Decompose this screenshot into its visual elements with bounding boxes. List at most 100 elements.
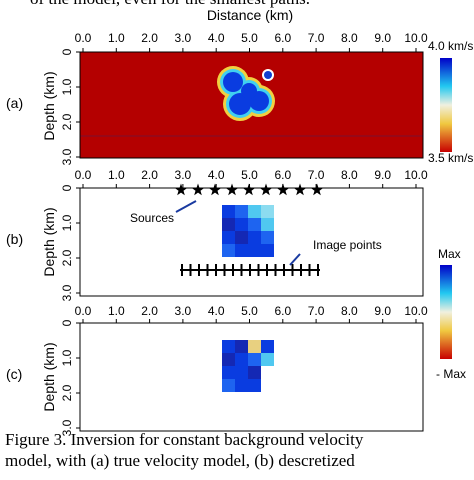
x-tick-label: 8.0 [341, 31, 358, 45]
cell [222, 205, 235, 218]
caption: model, with (a) true velocity model, (b)… [5, 451, 355, 470]
y-tick-label: 1.0 [60, 349, 74, 366]
x-tick-label: 3.0 [175, 168, 192, 182]
cell [248, 218, 261, 231]
y-tick-label: 2.0 [60, 384, 74, 401]
cell [248, 379, 261, 392]
y-label: Depth (km) [41, 342, 57, 411]
pointer [175, 200, 197, 213]
cell [261, 353, 274, 366]
y-tick-label: 0 [60, 48, 74, 55]
cell [235, 353, 248, 366]
x-tick-label: 8.0 [341, 304, 358, 318]
cell [248, 366, 261, 379]
y-tick-label: 3.0 [60, 148, 74, 165]
blob [264, 71, 272, 79]
x-label: Distance (km) [207, 7, 293, 23]
star [242, 183, 256, 196]
colorbar [440, 265, 452, 359]
blob [223, 72, 243, 92]
cell [222, 231, 235, 244]
star [293, 183, 307, 196]
panel-label: (a) [6, 95, 23, 111]
y-tick-label: 1.0 [60, 78, 74, 95]
frame [79, 51, 424, 159]
cell [261, 340, 274, 353]
x-tick-label: 0.0 [75, 31, 92, 45]
x-tick-label: 1.0 [108, 31, 125, 45]
cell [235, 231, 248, 244]
cell [261, 244, 274, 257]
cell [222, 379, 235, 392]
annotation: Sources [130, 211, 174, 225]
blob [241, 83, 257, 99]
cell [222, 244, 235, 257]
x-tick-label: 4.0 [208, 31, 225, 45]
heatmap [222, 340, 274, 392]
cell [248, 244, 261, 257]
y-tick-label: 3.0 [60, 419, 74, 436]
x-tick-label: 0.0 [75, 304, 92, 318]
y-tick-label: 0 [60, 319, 74, 326]
panel-label: (b) [6, 231, 23, 247]
annotation: Image points [313, 238, 382, 252]
x-tick-label: 3.0 [175, 304, 192, 318]
x-tick-label: 6.0 [274, 304, 291, 318]
x-tick-label: 8.0 [341, 168, 358, 182]
x-tick-label: 4.0 [208, 168, 225, 182]
x-tick-label: 10.0 [404, 31, 428, 45]
x-tick-label: 4.0 [208, 304, 225, 318]
x-tick-label: 9.0 [374, 168, 391, 182]
x-tick-label: 2.0 [141, 31, 158, 45]
anomaly [217, 66, 275, 121]
sources [174, 183, 324, 196]
star [259, 183, 273, 196]
y-label: Depth (km) [41, 207, 57, 276]
x-tick-label: 7.0 [308, 304, 325, 318]
cell [235, 205, 248, 218]
y-tick-label: 0 [60, 184, 74, 191]
y-tick-label: 1.0 [60, 214, 74, 231]
y-label: Depth (km) [41, 71, 57, 140]
star [310, 183, 324, 196]
cell [248, 353, 261, 366]
cell [222, 218, 235, 231]
cell [222, 366, 235, 379]
cb-top: Max [438, 247, 461, 261]
cell [235, 244, 248, 257]
star [208, 183, 222, 196]
header-text: of the model, even for the smallest path… [30, 0, 310, 8]
cell [261, 231, 274, 244]
cell [235, 366, 248, 379]
x-tick-label: 9.0 [374, 31, 391, 45]
y-tick-label: 2.0 [60, 113, 74, 130]
cb-bottom: - Max [436, 367, 466, 381]
pointer [289, 253, 301, 266]
y-tick-label: 3.0 [60, 284, 74, 301]
x-tick-label: 2.0 [141, 168, 158, 182]
cell [235, 218, 248, 231]
x-tick-label: 5.0 [241, 31, 258, 45]
cell [248, 231, 261, 244]
x-tick-label: 5.0 [241, 168, 258, 182]
cell [235, 379, 248, 392]
x-tick-label: 2.0 [141, 304, 158, 318]
cell [261, 218, 274, 231]
heatmap [222, 205, 274, 257]
cell [235, 340, 248, 353]
cell [222, 353, 235, 366]
star [276, 183, 290, 196]
cell [248, 205, 261, 218]
x-tick-label: 3.0 [175, 31, 192, 45]
cell [222, 340, 235, 353]
star [225, 183, 239, 196]
x-tick-label: 9.0 [374, 304, 391, 318]
star [191, 183, 205, 196]
colorbar [440, 58, 452, 152]
x-tick-label: 10.0 [404, 304, 428, 318]
blob [229, 93, 251, 115]
x-tick-label: 6.0 [274, 31, 291, 45]
x-tick-label: 7.0 [308, 31, 325, 45]
x-tick-label: 5.0 [241, 304, 258, 318]
